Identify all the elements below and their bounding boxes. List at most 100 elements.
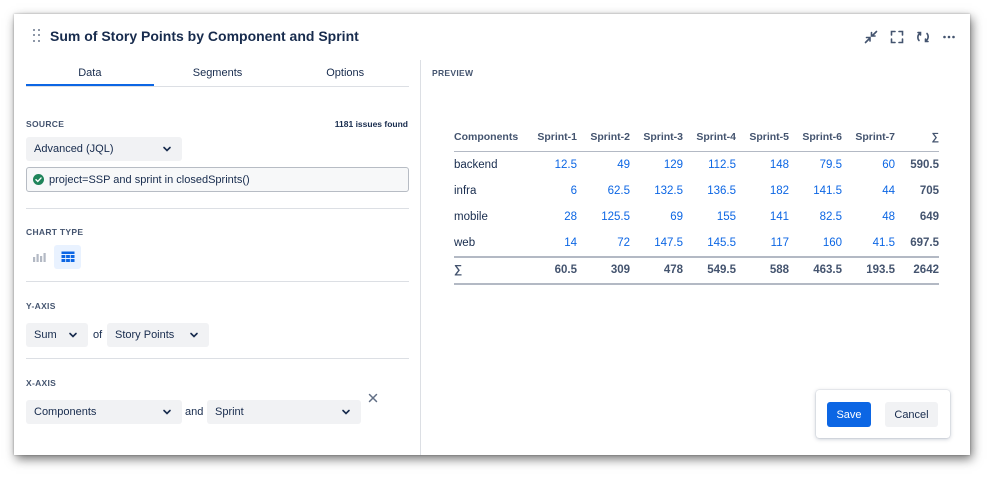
chevron-down-icon: [190, 332, 198, 338]
source-mode-select[interactable]: Advanced (JQL): [26, 137, 182, 161]
source-mode-value: Advanced (JQL): [34, 143, 114, 155]
story-points-value[interactable]: 62.5: [607, 184, 630, 197]
story-points-value[interactable]: 117: [770, 237, 789, 250]
row-total: 649: [919, 211, 939, 224]
y-axis-label: Y-AXIS: [26, 301, 56, 311]
table-header-row: Components Sprint-1 Sprint-2 Sprint-3 Sp…: [454, 124, 939, 151]
column-total: 2642: [913, 264, 939, 277]
component-name: mobile: [454, 211, 488, 224]
minimize-icon[interactable]: [862, 28, 880, 46]
story-points-value[interactable]: 82.5: [819, 211, 842, 224]
column-total: 193.5: [866, 264, 895, 277]
row-total: 697.5: [910, 237, 939, 250]
group-by-select[interactable]: Sprint: [207, 400, 361, 424]
row-total: 705: [919, 184, 939, 197]
totals-row: ∑ 60.5 309 478 549.5 588 463.5 193.5 2642: [454, 257, 939, 284]
table-row: web 14 72 147.5 145.5 117 160 41.5 697.5: [454, 231, 939, 258]
chevron-down-icon: [163, 146, 171, 152]
source-label: SOURCE: [26, 119, 65, 129]
story-points-value[interactable]: 60: [882, 158, 895, 171]
section-divider: [26, 281, 409, 282]
story-points-value[interactable]: 160: [822, 237, 842, 250]
panel-divider: [420, 60, 421, 455]
column-header: Sprint-1: [537, 131, 577, 144]
story-points-value[interactable]: 6: [570, 184, 577, 197]
story-points-value[interactable]: 41.5: [872, 237, 895, 250]
aggregation-value: Sum: [34, 329, 57, 341]
y-field-select[interactable]: Story Points: [107, 323, 209, 347]
component-name: web: [454, 237, 476, 250]
tab-options[interactable]: Options: [326, 67, 365, 79]
preview-table: Components Sprint-1 Sprint-2 Sprint-3 Sp…: [454, 124, 939, 285]
chart-editor-dialog: Sum of Story Points by Component and Spr…: [14, 14, 970, 455]
config-tabs: Data Segments Options: [26, 60, 409, 86]
story-points-value[interactable]: 155: [716, 211, 736, 224]
column-total: 588: [769, 264, 789, 277]
story-points-value[interactable]: 132.5: [654, 184, 683, 197]
column-total: 60.5: [554, 264, 577, 277]
story-points-value[interactable]: 182: [769, 184, 789, 197]
cancel-button[interactable]: Cancel: [885, 402, 938, 427]
column-header: Sprint-6: [802, 131, 842, 144]
group-by-value: Sprint: [215, 406, 244, 418]
story-points-value[interactable]: 79.5: [819, 158, 842, 171]
issues-found-count: 1181 issues found: [334, 119, 408, 129]
totals-label: ∑: [454, 264, 463, 277]
save-button[interactable]: Save: [827, 402, 871, 427]
fullscreen-icon[interactable]: [888, 28, 906, 46]
column-header: Components: [454, 131, 519, 144]
story-points-value[interactable]: 145.5: [707, 237, 736, 250]
story-points-value[interactable]: 49: [617, 158, 630, 171]
story-points-value[interactable]: 12.5: [554, 158, 577, 171]
action-bar: Save Cancel: [816, 390, 950, 438]
column-total: 463.5: [813, 264, 842, 277]
tab-segments[interactable]: Segments: [192, 67, 243, 79]
story-points-value[interactable]: 14: [564, 237, 577, 250]
story-points-value[interactable]: 147.5: [654, 237, 683, 250]
story-points-value[interactable]: 141.5: [813, 184, 842, 197]
sum-column-header: ∑: [931, 131, 940, 144]
y-field-value: Story Points: [115, 329, 175, 341]
column-total: 478: [663, 264, 683, 277]
story-points-value[interactable]: 148: [769, 158, 789, 171]
jql-query-input[interactable]: project=SSP and sprint in closedSprints(…: [26, 167, 409, 192]
column-header: Sprint-7: [855, 131, 895, 144]
story-points-value[interactable]: 112.5: [708, 158, 736, 171]
chart-type-label: CHART TYPE: [26, 227, 84, 237]
section-divider: [26, 358, 409, 359]
title-bar: Sum of Story Points by Component and Spr…: [14, 14, 970, 60]
story-points-value[interactable]: 48: [882, 211, 895, 224]
tab-data[interactable]: Data: [26, 60, 154, 86]
section-divider: [26, 208, 409, 209]
story-points-value[interactable]: 69: [670, 211, 683, 224]
column-total: 549.5: [707, 264, 736, 277]
story-points-value[interactable]: 136.5: [707, 184, 736, 197]
aggregation-select[interactable]: Sum: [26, 323, 88, 347]
story-points-value[interactable]: 129: [663, 158, 683, 171]
chevron-down-icon: [163, 409, 171, 415]
drag-handle-icon[interactable]: [33, 29, 43, 43]
clear-group-by-icon[interactable]: [366, 391, 380, 405]
x-field-value: Components: [34, 406, 97, 418]
table-row: infra 6 62.5 132.5 136.5 182 141.5 44 705: [454, 178, 939, 205]
more-icon[interactable]: [940, 28, 958, 46]
of-label: of: [93, 329, 103, 341]
bar-chart-icon[interactable]: [26, 245, 53, 269]
and-label: and: [185, 406, 204, 418]
story-points-value[interactable]: 141: [769, 211, 789, 224]
column-total: 309: [610, 264, 630, 277]
table-row: backend 12.5 49 129 112.5 148 79.5 60 590.5: [454, 151, 939, 178]
story-points-value[interactable]: 44: [882, 184, 895, 197]
table-icon[interactable]: [54, 245, 81, 269]
refresh-icon[interactable]: [914, 28, 932, 46]
column-header: Sprint-2: [590, 131, 630, 144]
chevron-down-icon: [69, 332, 77, 338]
column-header: Sprint-5: [749, 131, 789, 144]
story-points-value[interactable]: 125.5: [601, 211, 630, 224]
x-field-select[interactable]: Components: [26, 400, 182, 424]
dialog-title: Sum of Story Points by Component and Spr…: [50, 28, 359, 44]
story-points-value[interactable]: 28: [564, 211, 577, 224]
jql-query-text: project=SSP and sprint in closedSprints(…: [49, 173, 250, 186]
x-axis-label: X-AXIS: [26, 378, 57, 388]
story-points-value[interactable]: 72: [617, 237, 630, 250]
